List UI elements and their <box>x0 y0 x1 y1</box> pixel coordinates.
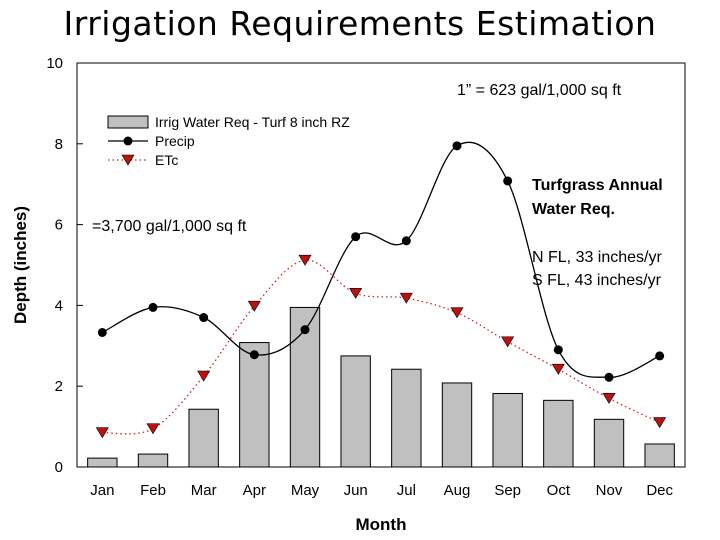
x-tick-label: May <box>291 482 320 499</box>
legend-marker-etc <box>121 154 135 166</box>
slide-title: Irrigation Requirements Estimation <box>63 4 657 43</box>
bar <box>137 453 169 468</box>
precip-point <box>351 232 361 242</box>
y-tick-label: 8 <box>55 136 63 153</box>
legend-marker-precip <box>123 136 133 146</box>
x-axis: Jan Feb Mar Apr May Jun Jul Aug Sep Oct Nov Dec <box>90 461 673 499</box>
y-tick-label: 2 <box>55 378 63 395</box>
bar <box>644 443 675 468</box>
x-tick-label: Feb <box>140 482 166 499</box>
conversion-note: 1” = 623 gal/1,000 sq ft <box>457 82 622 99</box>
precip-point <box>249 350 259 360</box>
precip-point <box>553 345 563 355</box>
summary-heading-line1: Turfgrass Annual <box>532 177 663 194</box>
x-tick-label: Dec <box>646 482 673 499</box>
x-tick-label: Nov <box>596 482 623 499</box>
precip-point <box>97 327 107 337</box>
etc-point <box>501 336 515 348</box>
precip-point <box>300 325 310 335</box>
y-tick-label: 4 <box>55 297 63 314</box>
precip-point <box>604 372 614 382</box>
bar <box>188 408 219 468</box>
precip-point <box>503 176 513 186</box>
north-fl-note: N FL, 33 inches/yr <box>532 249 663 266</box>
legend-label-irrig: Irrig Water Req - Turf 8 inch RZ <box>155 114 350 130</box>
etc-point <box>450 307 464 319</box>
etc-point <box>399 292 413 304</box>
bar <box>593 418 625 468</box>
y-axis: 0 2 4 6 8 10 <box>46 55 83 476</box>
etc-point <box>95 427 109 439</box>
precip-point <box>401 236 411 246</box>
south-fl-note: S FL, 43 inches/yr <box>532 272 662 289</box>
etc-point <box>247 300 261 312</box>
etc-point <box>602 393 616 404</box>
plot-frame <box>76 62 686 468</box>
y-axis-title: Depth (inches) <box>11 206 30 324</box>
bar <box>543 399 574 468</box>
etc-point <box>551 363 565 375</box>
x-tick-label: Mar <box>191 482 217 499</box>
precip-point <box>452 141 462 151</box>
precip-point <box>655 351 665 361</box>
y-tick-label: 0 <box>55 459 63 476</box>
summary-heading-line2: Water Req. <box>532 201 615 218</box>
bar <box>391 368 422 468</box>
x-tick-label: Sep <box>494 482 521 499</box>
y-tick-label: 6 <box>55 217 63 234</box>
x-tick-label: Apr <box>243 482 266 499</box>
etc-point <box>146 423 160 435</box>
legend-swatch-irrig <box>107 115 149 129</box>
bar-series <box>87 306 675 468</box>
x-tick-label: Jul <box>397 482 416 499</box>
etc-point <box>349 287 363 299</box>
bar <box>492 392 523 468</box>
bar <box>239 342 270 468</box>
etc-point <box>197 370 211 382</box>
etc-point <box>653 417 667 429</box>
x-tick-label: Jan <box>90 482 114 499</box>
precip-point <box>148 302 158 312</box>
x-tick-label: Aug <box>444 482 471 499</box>
legend-label-etc: ETc <box>155 152 178 168</box>
bar <box>340 355 371 468</box>
annual-volume-note: =3,700 gal/1,000 sq ft <box>92 218 247 235</box>
etc-point <box>298 254 312 266</box>
precip-series <box>97 141 665 382</box>
bar <box>87 457 118 468</box>
precip-point <box>199 313 209 323</box>
legend: Irrig Water Req - Turf 8 inch RZ Precip … <box>107 114 350 168</box>
y-tick-label: 10 <box>46 55 63 72</box>
etc-series <box>95 254 667 439</box>
x-tick-label: Oct <box>547 482 571 499</box>
x-tick-label: Jun <box>344 482 368 499</box>
legend-label-precip: Precip <box>155 133 195 149</box>
bar <box>441 382 473 468</box>
x-axis-title: Month <box>356 515 407 534</box>
